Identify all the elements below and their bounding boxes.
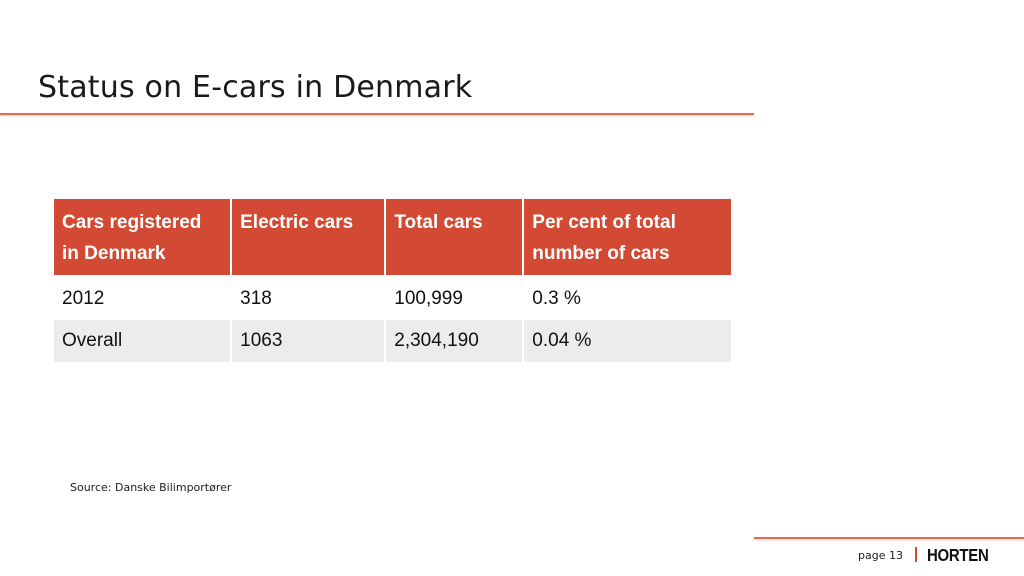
source-note: Source: Danske Bilimportører [70, 481, 232, 494]
cell-total: 100,999 [385, 276, 525, 320]
table-header-row: Cars registered in Denmark Electric cars… [54, 199, 731, 278]
header-cars-registered: Cars registered in Denmark [54, 199, 233, 278]
table-row: 2012 318 100,999 0.3 % [54, 276, 731, 320]
cell-percent: 0.04 % [523, 320, 731, 362]
header-electric-cars: Electric cars [231, 199, 387, 278]
header-total-cars: Total cars [385, 199, 525, 278]
title-divider [0, 113, 754, 115]
cell-total: 2,304,190 [385, 320, 525, 362]
table-row: Overall 1063 2,304,190 0.04 % [54, 320, 731, 362]
cell-electric: 318 [231, 276, 387, 320]
slide-title: Status on E-cars in Denmark [38, 70, 473, 105]
footer-divider [754, 537, 1024, 539]
cell-electric: 1063 [231, 320, 387, 362]
cell-year: 2012 [54, 276, 233, 320]
horten-logo: HORTEN [927, 546, 989, 566]
cell-year: Overall [54, 320, 233, 362]
page-number: page 13 [858, 549, 903, 562]
ecars-table: Cars registered in Denmark Electric cars… [54, 199, 731, 362]
footer-separator [915, 547, 917, 562]
header-per-cent: Per cent of total number of cars [523, 199, 731, 278]
cell-percent: 0.3 % [523, 276, 731, 320]
